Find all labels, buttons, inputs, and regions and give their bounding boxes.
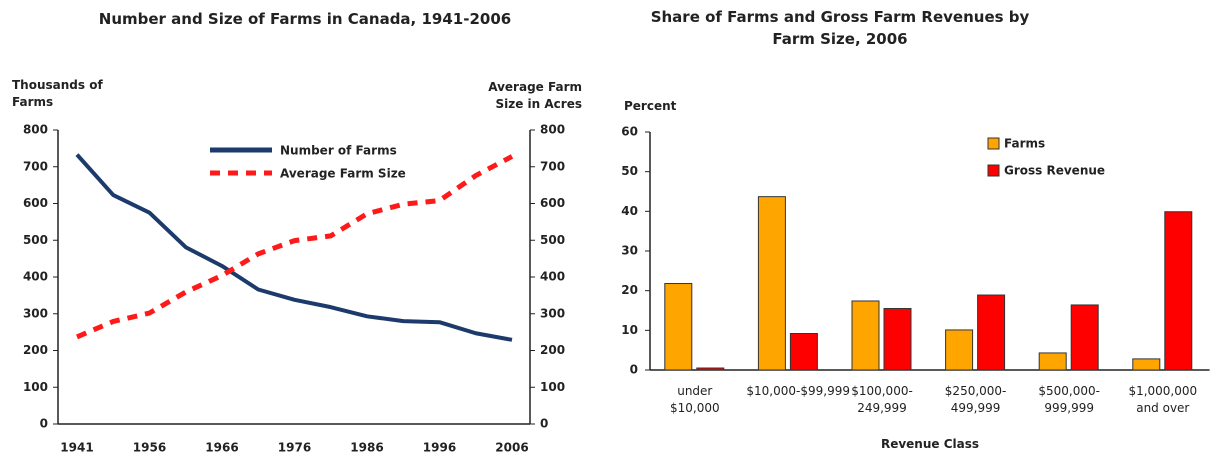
chart-title: Number and Size of Farms in Canada, 1941… bbox=[98, 10, 512, 28]
x-tick-label: 1956 bbox=[133, 441, 166, 454]
x-tick-label: under $10,000 bbox=[669, 384, 720, 415]
y2-tick-label: 800 bbox=[540, 123, 565, 137]
x-tick-label: 1941 bbox=[60, 441, 93, 454]
bar bbox=[1038, 352, 1067, 371]
y2-tick-label: 0 bbox=[540, 417, 548, 431]
x-tick-label: $1,000,000 and over bbox=[1128, 384, 1198, 415]
bar bbox=[945, 329, 974, 371]
x-tick-label: $100,000-249,999 bbox=[851, 384, 913, 415]
legend-label: Farms bbox=[1004, 137, 1045, 151]
bar bbox=[757, 196, 786, 371]
y-tick-label: 20 bbox=[621, 283, 638, 297]
y2-tick-label: 200 bbox=[540, 343, 565, 357]
x-axis-label: Revenue Class bbox=[880, 437, 980, 451]
legend-label: Number of Farms bbox=[280, 144, 397, 158]
line-series bbox=[76, 154, 514, 340]
y-tick-label: 40 bbox=[621, 204, 638, 218]
bar bbox=[1164, 211, 1193, 371]
x-tick-label: $500,000-999,999 bbox=[1038, 384, 1100, 415]
bar bbox=[1070, 304, 1099, 371]
bar bbox=[789, 333, 818, 371]
y-tick-label: 0 bbox=[40, 417, 48, 431]
y-tick-label: 600 bbox=[23, 196, 48, 210]
y-tick-label: 700 bbox=[23, 159, 48, 173]
bar bbox=[664, 283, 693, 371]
y-axis-label: Percent bbox=[624, 99, 677, 113]
y-tick-label: 100 bbox=[23, 380, 48, 394]
bar bbox=[851, 300, 880, 371]
y-tick-label: 30 bbox=[621, 244, 638, 258]
y2-tick-label: 700 bbox=[540, 159, 565, 173]
y-tick-label: 300 bbox=[23, 306, 48, 320]
y-tick-label: 60 bbox=[621, 125, 638, 139]
x-tick-label: 1976 bbox=[278, 441, 311, 454]
x-tick-label: 1986 bbox=[350, 441, 383, 454]
legend-swatch bbox=[987, 137, 1000, 150]
y-tick-label: 10 bbox=[621, 323, 638, 337]
legend-label: Average Farm Size bbox=[280, 167, 406, 181]
bar bbox=[883, 308, 912, 371]
bar bbox=[1132, 358, 1161, 371]
y-tick-label: 400 bbox=[23, 270, 48, 284]
legend-swatch bbox=[987, 164, 1000, 177]
bar bbox=[696, 367, 725, 371]
chart-title: Share of Farms and Gross Farm Revenues b… bbox=[650, 8, 1030, 48]
x-tick-label: 1966 bbox=[205, 441, 238, 454]
bar bbox=[977, 294, 1006, 371]
y-tick-label: 0 bbox=[630, 363, 638, 377]
y-tick-label: 800 bbox=[23, 123, 48, 137]
y2-tick-label: 100 bbox=[540, 380, 565, 394]
y-tick-label: 500 bbox=[23, 233, 48, 247]
y-axis-label: Thousands of Farms bbox=[12, 78, 103, 109]
y-tick-label: 50 bbox=[621, 164, 638, 178]
y2-tick-label: 400 bbox=[540, 270, 565, 284]
y2-axis-label: Average Farm Size in Acres bbox=[488, 80, 582, 111]
y2-tick-label: 300 bbox=[540, 306, 565, 320]
y2-tick-label: 500 bbox=[540, 233, 565, 247]
line-series bbox=[75, 153, 513, 342]
x-tick-label: 1996 bbox=[423, 441, 456, 454]
x-tick-label: $250,000-499,999 bbox=[944, 384, 1007, 415]
y2-tick-label: 600 bbox=[540, 196, 565, 210]
x-tick-label: $10,000-$99,999 bbox=[746, 384, 850, 398]
x-tick-label: 2006 bbox=[495, 441, 528, 454]
y-tick-label: 200 bbox=[23, 343, 48, 357]
legend-label: Gross Revenue bbox=[1004, 164, 1105, 178]
